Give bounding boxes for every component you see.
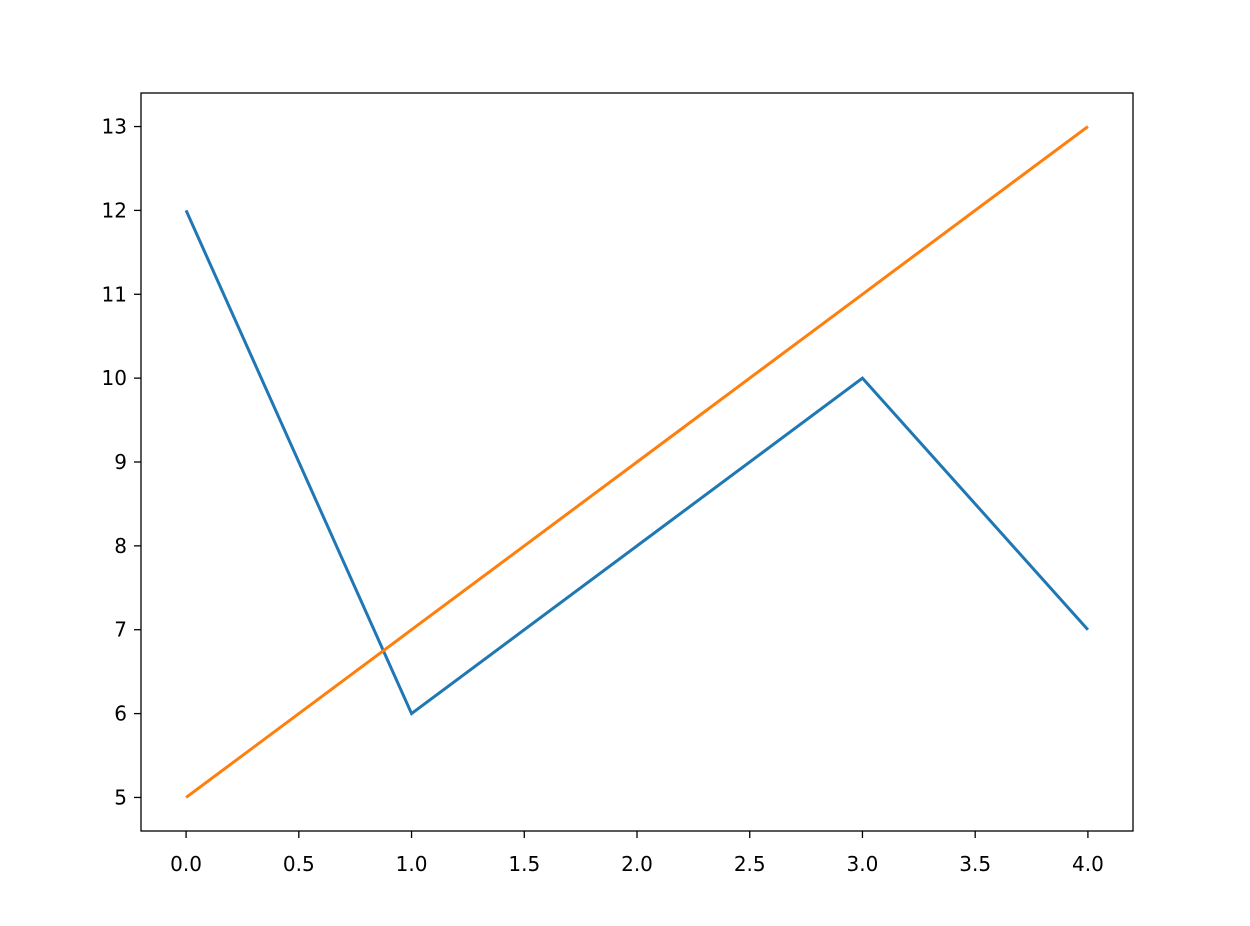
y-tick-label: 11: [102, 282, 127, 306]
x-tick-label: 0.0: [170, 852, 202, 876]
y-tick-label: 8: [114, 534, 127, 558]
y-tick-label: 9: [114, 450, 127, 474]
x-tick-label: 2.5: [734, 852, 766, 876]
x-tick-label: 3.5: [959, 852, 991, 876]
x-tick-label: 2.0: [621, 852, 653, 876]
series-line-0: [184, 209, 1090, 716]
y-axis: 5 6 7 8 9 10 11 12 13: [102, 115, 141, 809]
x-tick-label: 1.5: [508, 852, 540, 876]
x-tick-label: 3.0: [847, 852, 879, 876]
axes-frame: [140, 92, 1134, 832]
series-line-1: [185, 125, 1089, 799]
x-axis: 0.0 0.5 1.0 1.5 2.0 2.5 3.0 3.5 4.0: [170, 831, 1104, 876]
x-tick-label: 0.5: [283, 852, 315, 876]
y-tick-label: 6: [114, 702, 127, 726]
plot-lines: [184, 125, 1090, 799]
y-tick-label: 7: [114, 618, 127, 642]
y-tick-label: 5: [114, 785, 127, 809]
y-tick-label: 12: [102, 198, 127, 222]
x-tick-label: 1.0: [396, 852, 428, 876]
x-tick-label: 4.0: [1072, 852, 1104, 876]
y-tick-label: 10: [102, 366, 127, 390]
y-tick-label: 13: [102, 115, 127, 139]
